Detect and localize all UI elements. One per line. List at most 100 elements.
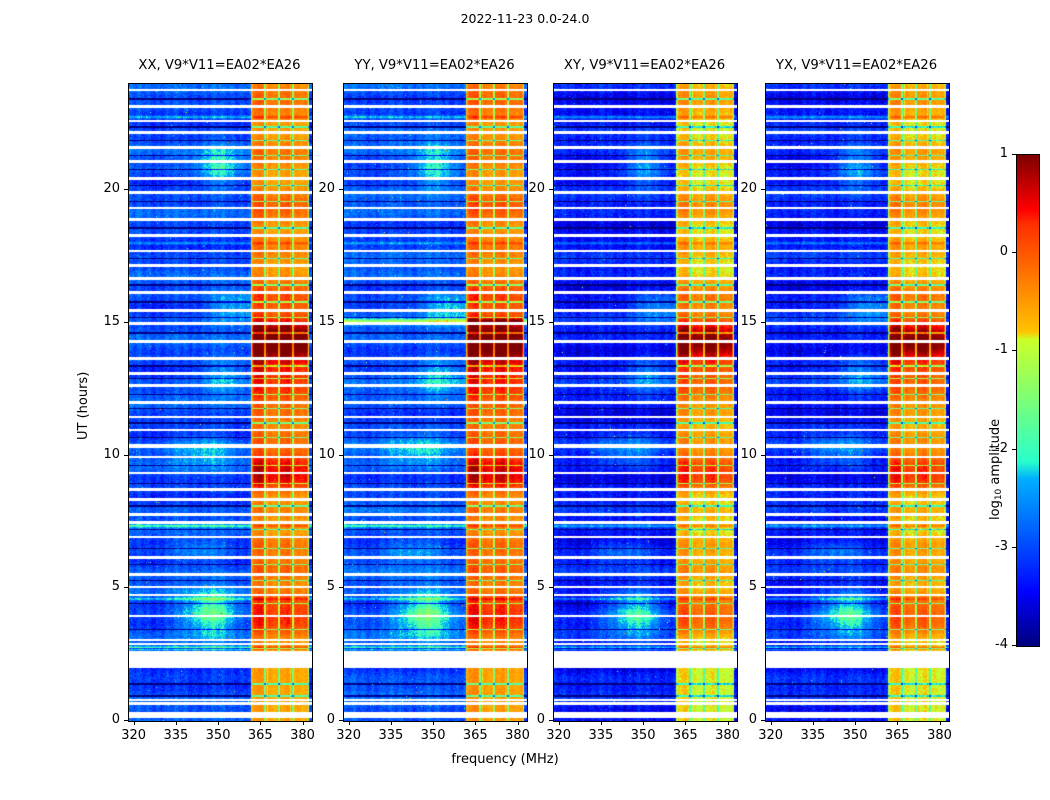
x-tick-label: 380 xyxy=(505,728,530,743)
x-tick-label: 335 xyxy=(588,728,614,743)
waterfall-plot-yx[interactable] xyxy=(765,83,950,722)
y-tick-label: 20 xyxy=(103,181,120,197)
panel-title-yy: YY, V9*V11=EA02*EA26 xyxy=(354,58,515,73)
x-tick-mark xyxy=(601,721,602,725)
waterfall-plot-xy[interactable] xyxy=(553,83,738,722)
colorbar-tick-label: 0 xyxy=(999,244,1008,260)
waterfall-plot-xx[interactable] xyxy=(128,83,313,722)
waterfall-plot-yy[interactable] xyxy=(343,83,528,722)
x-tick-label: 320 xyxy=(758,728,784,743)
x-tick-label: 365 xyxy=(247,728,273,743)
waterfall-image-yy xyxy=(344,84,527,721)
y-tick-label: 5 xyxy=(536,579,545,595)
x-tick-label: 350 xyxy=(630,728,656,743)
y-tick-mark xyxy=(339,720,343,721)
x-tick-mark xyxy=(349,721,350,725)
x-axis-label: frequency (MHz) xyxy=(451,752,559,767)
colorbar-label-prefix: log xyxy=(988,500,1003,520)
y-tick-label: 15 xyxy=(103,313,120,329)
y-tick-label: 20 xyxy=(528,181,545,197)
colorbar xyxy=(1016,154,1040,647)
panel-title-yx: YX, V9*V11=EA02*EA26 xyxy=(775,58,938,73)
colorbar-tick-label: -2 xyxy=(995,440,1008,456)
panel-title-xy: XY, V9*V11=EA02*EA26 xyxy=(563,58,726,73)
x-tick-mark xyxy=(433,721,434,725)
x-tick-mark xyxy=(475,721,476,725)
colorbar-tick-mark xyxy=(1012,645,1016,646)
y-tick-label: 5 xyxy=(326,579,335,595)
y-tick-label: 20 xyxy=(740,181,757,197)
y-tick-mark xyxy=(761,189,765,190)
x-tick-mark xyxy=(643,721,644,725)
y-tick-mark xyxy=(549,587,553,588)
x-tick-label: 335 xyxy=(800,728,826,743)
x-tick-label: 320 xyxy=(336,728,362,743)
y-tick-label: 0 xyxy=(536,712,545,727)
y-tick-mark xyxy=(761,720,765,721)
x-tick-mark xyxy=(218,721,219,725)
colorbar-tick-mark xyxy=(1012,449,1016,450)
waterfall-image-xy xyxy=(554,84,737,721)
y-tick-label: 15 xyxy=(318,313,335,329)
x-tick-mark xyxy=(559,721,560,725)
y-tick-mark xyxy=(124,720,128,721)
x-tick-label: 365 xyxy=(462,728,488,743)
colorbar-tick-label: -1 xyxy=(995,342,1008,358)
x-tick-label: 320 xyxy=(546,728,572,743)
x-tick-label: 350 xyxy=(842,728,868,743)
x-tick-mark xyxy=(771,721,772,725)
colorbar-tick-mark xyxy=(1012,252,1016,253)
x-tick-mark xyxy=(134,721,135,725)
x-tick-mark xyxy=(897,721,898,725)
panel-title-xx: XX, V9*V11=EA02*EA26 xyxy=(138,58,301,73)
x-tick-mark xyxy=(813,721,814,725)
x-tick-mark xyxy=(391,721,392,725)
y-tick-mark xyxy=(124,587,128,588)
y-tick-label: 20 xyxy=(318,181,335,197)
y-tick-mark xyxy=(339,322,343,323)
y-tick-label: 10 xyxy=(740,446,757,462)
y-tick-label: 5 xyxy=(111,579,120,595)
x-tick-label: 350 xyxy=(205,728,231,743)
y-tick-mark xyxy=(124,322,128,323)
colorbar-tick-label: -3 xyxy=(995,538,1008,554)
x-tick-mark xyxy=(260,721,261,725)
x-tick-label: 365 xyxy=(672,728,698,743)
colorbar-tick-mark xyxy=(1012,350,1016,351)
y-tick-label: 0 xyxy=(111,712,120,727)
colorbar-label-suffix: amplitude xyxy=(988,418,1003,489)
y-tick-label: 5 xyxy=(748,579,757,595)
y-tick-mark xyxy=(761,322,765,323)
x-tick-mark xyxy=(940,721,941,725)
x-tick-label: 335 xyxy=(163,728,189,743)
y-tick-label: 15 xyxy=(528,313,545,329)
y-tick-label: 10 xyxy=(528,446,545,462)
waterfall-image-yx xyxy=(766,84,949,721)
y-tick-mark xyxy=(549,455,553,456)
y-tick-label: 10 xyxy=(318,446,335,462)
y-tick-mark xyxy=(339,189,343,190)
x-tick-label: 380 xyxy=(927,728,952,743)
y-tick-mark xyxy=(761,455,765,456)
x-tick-label: 380 xyxy=(715,728,740,743)
x-tick-label: 380 xyxy=(290,728,315,743)
colorbar-tick-label: 1 xyxy=(999,146,1008,161)
y-tick-mark xyxy=(549,189,553,190)
x-tick-mark xyxy=(176,721,177,725)
x-tick-label: 320 xyxy=(121,728,147,743)
x-tick-label: 365 xyxy=(884,728,910,743)
colorbar-tick-label: -4 xyxy=(995,637,1008,652)
y-tick-mark xyxy=(761,587,765,588)
y-tick-label: 0 xyxy=(326,712,335,727)
colorbar-tick-mark xyxy=(1012,154,1016,155)
x-tick-label: 335 xyxy=(378,728,404,743)
x-tick-mark xyxy=(303,721,304,725)
y-tick-label: 15 xyxy=(740,313,757,329)
y-tick-mark xyxy=(549,322,553,323)
y-tick-label: 0 xyxy=(748,712,757,727)
y-axis-label: UT (hours) xyxy=(76,371,91,440)
x-tick-mark xyxy=(728,721,729,725)
y-tick-mark xyxy=(124,189,128,190)
y-tick-mark xyxy=(339,455,343,456)
